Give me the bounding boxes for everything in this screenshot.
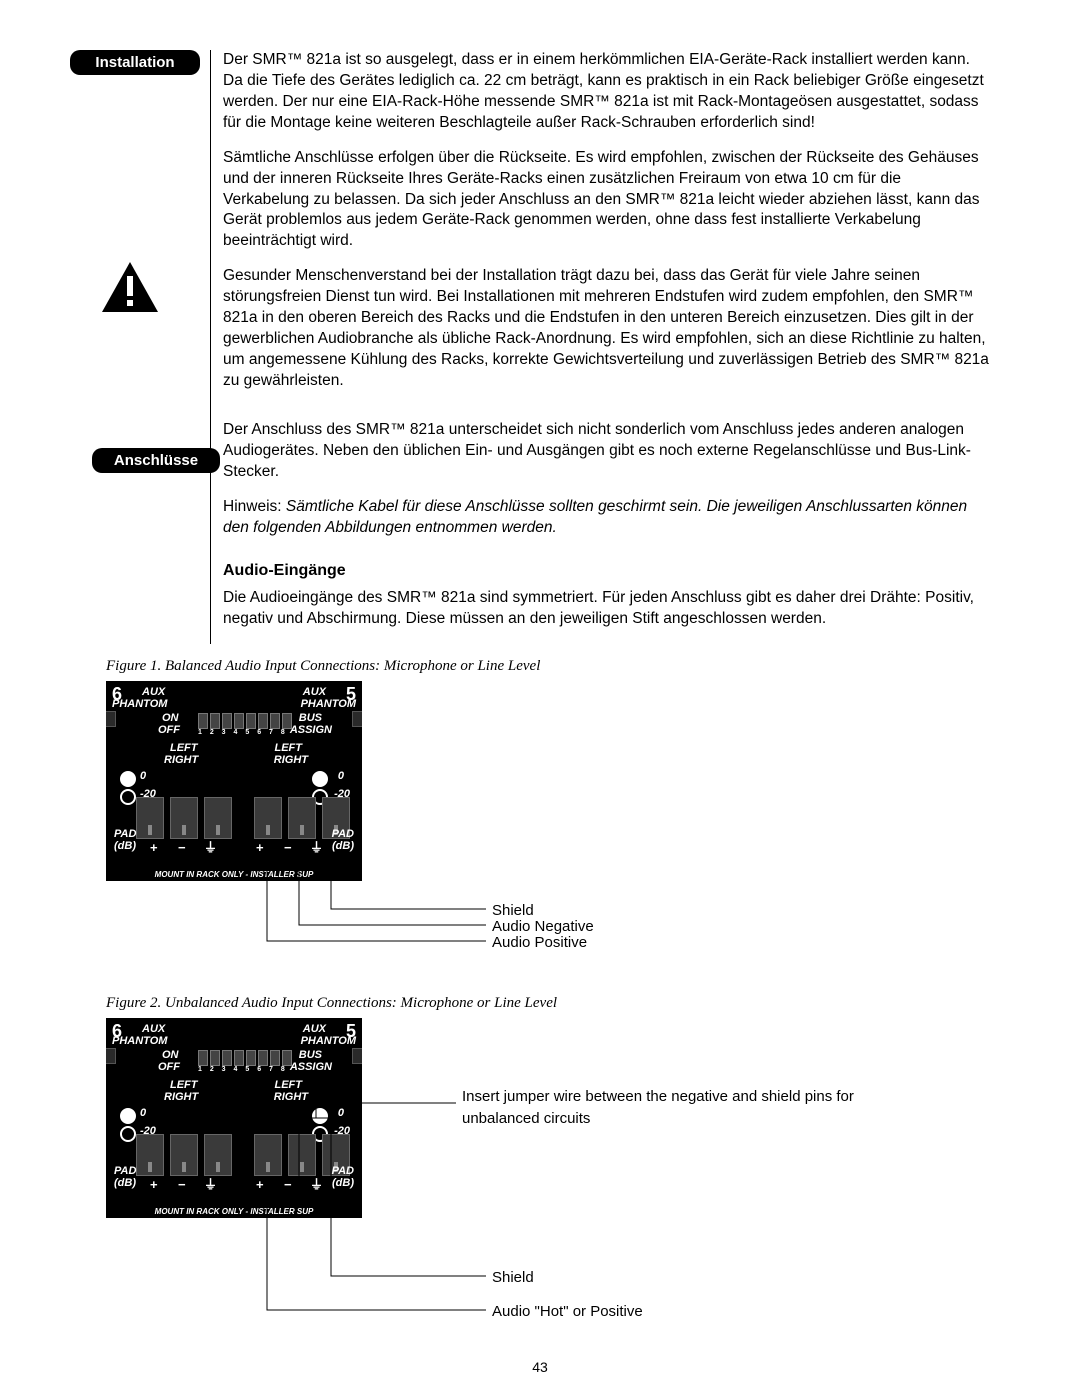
terminal-block <box>136 797 232 839</box>
panel-label: ASSIGN <box>290 1062 332 1073</box>
panel-footer: MOUNT IN RACK ONLY - INSTALLER SUP <box>106 1208 362 1216</box>
panel-label: PHANTOM <box>301 699 356 710</box>
panel-label: RIGHT <box>164 1092 198 1103</box>
warning-icon <box>100 260 160 315</box>
panel-label: ASSIGN <box>290 725 332 736</box>
main-text: Der SMR™ 821a ist so ausgelegt, dass er … <box>210 50 990 644</box>
minus-icon: − <box>178 1178 186 1191</box>
panel-label: BUS <box>299 713 322 724</box>
ground-icon: ⏚ <box>310 841 323 854</box>
minus-icon: − <box>284 841 292 854</box>
edge-connector <box>106 711 116 727</box>
page-number: 43 <box>0 1359 1080 1375</box>
panel-label: LEFT <box>170 1080 198 1091</box>
page: Installation Anschlüsse Der SMR™ 821a is… <box>0 0 1080 1397</box>
panel-label: OFF <box>158 1062 180 1073</box>
panel-label: 0 <box>338 771 344 782</box>
panel-label: 0 <box>140 771 146 782</box>
heading-audio-inputs: Audio-Eingänge <box>223 560 990 582</box>
panel-label: PHANTOM <box>301 1036 356 1047</box>
panel-label: ON <box>162 1050 179 1061</box>
panel-label: RIGHT <box>274 755 308 766</box>
radio-icon <box>120 771 136 787</box>
minus-icon: − <box>178 841 186 854</box>
ground-icon: ⏚ <box>204 1178 217 1191</box>
panel-label: 0 <box>140 1108 146 1119</box>
connector-panel: 6 5 AUX AUX PHANTOM PHANTOM ON OFF BUS A… <box>106 681 362 881</box>
plus-icon: + <box>150 1178 158 1191</box>
panel-label: RIGHT <box>274 1092 308 1103</box>
label-anschlusse: Anschlüsse <box>92 448 220 473</box>
panel-label: ON <box>162 713 179 724</box>
panel-label: PAD <box>332 829 354 840</box>
dip-numbers: 1 2 3 4 5 6 7 8 <box>198 1066 288 1073</box>
panel-label: RIGHT <box>164 755 198 766</box>
panel-label: (dB) <box>332 1178 354 1189</box>
radio-icon <box>312 1108 328 1124</box>
plus-icon: + <box>150 841 158 854</box>
paragraph: Der SMR™ 821a ist so ausgelegt, dass er … <box>223 50 990 134</box>
section-installation: Installation Anschlüsse Der SMR™ 821a is… <box>70 50 990 644</box>
ground-icon: ⏚ <box>310 1178 323 1191</box>
panel-label: LEFT <box>275 1080 303 1091</box>
panel-label: (dB) <box>332 841 354 852</box>
panel-label: PHANTOM <box>112 699 167 710</box>
figure2: 6 5 AUX AUX PHANTOM PHANTOM ON OFF BUS A… <box>106 1018 990 1338</box>
panel-label: OFF <box>158 725 180 736</box>
edge-connector <box>106 1048 116 1064</box>
ground-icon: ⏚ <box>204 841 217 854</box>
radio-icon <box>120 1126 136 1142</box>
panel-label: PHANTOM <box>112 1036 167 1047</box>
figure1: 6 5 AUX AUX PHANTOM PHANTOM ON OFF BUS A… <box>106 681 990 981</box>
callout-text: Audio Positive <box>492 932 587 954</box>
plus-icon: + <box>256 1178 264 1191</box>
paragraph: Die Audioeingänge des SMR™ 821a sind sym… <box>223 588 990 630</box>
paragraph: Gesunder Menschenverstand bei der Instal… <box>223 266 990 392</box>
connector-panel: 6 5 AUX AUX PHANTOM PHANTOM ON OFF BUS A… <box>106 1018 362 1218</box>
radio-icon <box>120 789 136 805</box>
callout-text: Shield <box>492 1267 534 1289</box>
dip-numbers: 1 2 3 4 5 6 7 8 <box>198 729 288 736</box>
label-installation: Installation <box>70 50 200 75</box>
edge-connector <box>352 1048 362 1064</box>
paragraph: Sämtliche Anschlüsse erfolgen über die R… <box>223 148 990 253</box>
panel-label: AUX <box>142 687 165 698</box>
panel-label: AUX <box>303 1024 326 1035</box>
panel-label: LEFT <box>170 743 198 754</box>
paragraph-note: Hinweis: Sämtliche Kabel für diese Ansch… <box>223 497 990 539</box>
radio-icon <box>120 1108 136 1124</box>
dip-switches <box>198 1050 292 1066</box>
radio-icon <box>312 771 328 787</box>
minus-icon: − <box>284 1178 292 1191</box>
panel-label: 0 <box>338 1108 344 1119</box>
panel-label: PAD <box>114 829 136 840</box>
note-italic: Sämtliche Kabel für diese Anschlüsse sol… <box>223 498 967 536</box>
panel-label: LEFT <box>275 743 303 754</box>
panel-footer: MOUNT IN RACK ONLY - INSTALLER SUP <box>106 871 362 879</box>
terminal-block <box>136 1134 232 1176</box>
note-prefix: Hinweis: <box>223 498 286 515</box>
panel-label: PAD <box>332 1166 354 1177</box>
plus-icon: + <box>256 841 264 854</box>
panel-label: BUS <box>299 1050 322 1061</box>
panel-label: PAD <box>114 1166 136 1177</box>
panel-label: (dB) <box>114 841 136 852</box>
figure2-caption: Figure 2. Unbalanced Audio Input Connect… <box>106 995 990 1012</box>
panel-label: (dB) <box>114 1178 136 1189</box>
callout-text: Insert jumper wire between the negative … <box>462 1086 882 1130</box>
dip-switches <box>198 713 292 729</box>
panel-label: AUX <box>303 687 326 698</box>
paragraph: Der Anschluss des SMR™ 821a unterscheide… <box>223 420 990 483</box>
callout-text: Audio "Hot" or Positive <box>492 1301 643 1323</box>
edge-connector <box>352 711 362 727</box>
figure1-caption: Figure 1. Balanced Audio Input Connectio… <box>106 658 990 675</box>
panel-label: AUX <box>142 1024 165 1035</box>
